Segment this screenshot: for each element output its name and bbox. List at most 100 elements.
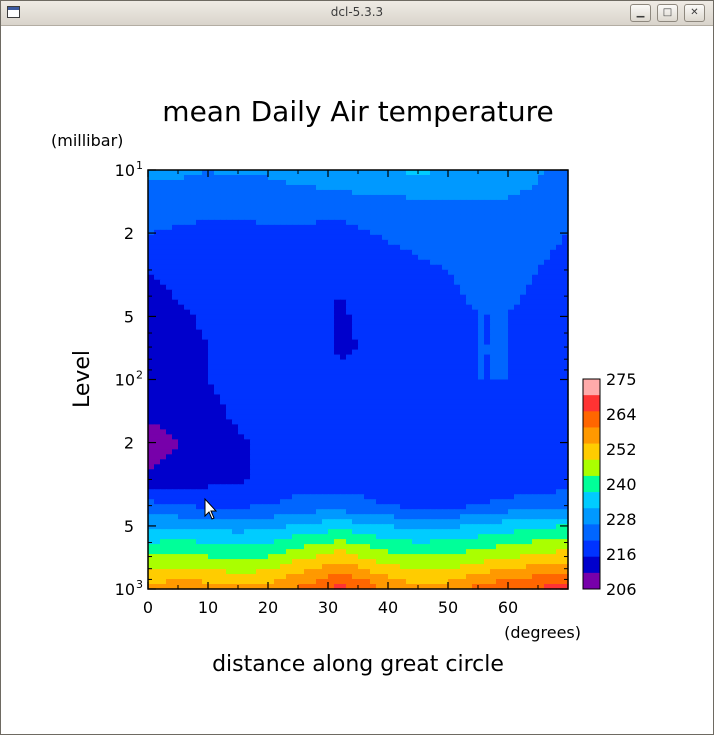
heatmap-cell xyxy=(376,274,383,281)
heatmap-cell xyxy=(550,279,557,286)
heatmap-cell xyxy=(166,269,173,276)
heatmap-cell xyxy=(496,514,503,520)
close-button[interactable]: ✕ xyxy=(684,4,705,22)
heatmap-cell xyxy=(394,219,401,226)
heatmap-cell xyxy=(316,279,323,286)
heatmap-cell xyxy=(190,364,197,371)
heatmap-cell xyxy=(148,484,155,490)
heatmap-cell xyxy=(190,439,197,445)
heatmap-cell xyxy=(340,334,347,341)
heatmap-cell xyxy=(448,459,455,465)
heatmap-cell xyxy=(442,194,449,201)
heatmap-cell xyxy=(376,299,383,306)
heatmap-cell xyxy=(316,244,323,251)
heatmap-cell xyxy=(538,364,545,371)
heatmap-cell xyxy=(292,274,299,281)
heatmap-cell xyxy=(334,499,341,505)
heatmap-cell xyxy=(478,449,485,455)
heatmap-cell xyxy=(532,204,539,211)
heatmap-cell xyxy=(232,259,239,266)
heatmap-cell xyxy=(496,314,503,321)
heatmap-cell xyxy=(454,394,461,401)
maximize-button[interactable]: □ xyxy=(657,4,678,22)
heatmap-cell xyxy=(460,434,467,440)
heatmap-cell xyxy=(172,439,179,445)
heatmap-cell xyxy=(382,469,389,475)
heatmap-cell xyxy=(346,284,353,291)
heatmap-cell xyxy=(346,359,353,366)
heatmap-cell xyxy=(448,359,455,366)
heatmap-cell xyxy=(364,394,371,401)
heatmap-cell xyxy=(370,389,377,396)
heatmap-cell xyxy=(478,204,485,211)
heatmap-cell xyxy=(520,284,527,291)
heatmap-cell xyxy=(262,494,269,500)
heatmap-cell xyxy=(562,234,569,241)
heatmap-cell xyxy=(172,269,179,276)
heatmap-cell xyxy=(406,214,413,221)
heatmap-cell xyxy=(286,219,293,226)
heatmap-cell xyxy=(376,189,383,196)
heatmap-cell xyxy=(442,294,449,301)
heatmap-cell xyxy=(286,234,293,241)
heatmap-cell xyxy=(298,349,305,356)
heatmap-cell xyxy=(328,184,335,191)
heatmap-cell xyxy=(298,219,305,226)
heatmap-cell xyxy=(226,449,233,455)
heatmap-cell xyxy=(562,329,569,336)
heatmap-cell xyxy=(292,454,299,460)
heatmap-cell xyxy=(526,459,533,465)
heatmap-cell xyxy=(154,344,161,351)
heatmap-cell xyxy=(346,489,353,495)
heatmap-cell xyxy=(466,249,473,256)
heatmap-cell xyxy=(172,374,179,381)
heatmap-cell xyxy=(154,439,161,445)
heatmap-cell xyxy=(316,234,323,241)
heatmap-cell xyxy=(334,409,341,416)
heatmap-cell xyxy=(466,269,473,276)
heatmap-cell xyxy=(520,299,527,306)
heatmap-cell xyxy=(472,314,479,321)
heatmap-cell xyxy=(226,414,233,421)
heatmap-cell xyxy=(262,359,269,366)
heatmap-cell xyxy=(346,204,353,211)
heatmap-cell xyxy=(196,374,203,381)
heatmap-cell xyxy=(220,424,227,430)
heatmap-cell xyxy=(328,289,335,296)
heatmap-cell xyxy=(400,204,407,211)
heatmap-cell xyxy=(280,224,287,231)
heatmap-cell xyxy=(454,429,461,435)
heatmap-cell xyxy=(328,384,335,391)
heatmap-cell xyxy=(292,329,299,336)
heatmap-cell xyxy=(166,244,173,251)
heatmap-cell xyxy=(172,279,179,286)
heatmap-cell xyxy=(244,304,251,311)
heatmap-cell xyxy=(280,184,287,191)
heatmap-cell xyxy=(532,304,539,311)
heatmap-cell xyxy=(340,204,347,211)
heatmap-cell xyxy=(448,474,455,480)
heatmap-cell xyxy=(238,239,245,246)
minimize-button[interactable]: ▁ xyxy=(630,4,651,22)
heatmap-cell xyxy=(358,234,365,241)
heatmap-cell xyxy=(238,284,245,291)
heatmap-cell xyxy=(418,504,425,510)
heatmap-cell xyxy=(550,324,557,331)
heatmap-cell xyxy=(184,259,191,266)
window-menu-icon[interactable] xyxy=(7,6,20,18)
heatmap-cell xyxy=(208,299,215,306)
heatmap-cell xyxy=(562,429,569,435)
heatmap-cell xyxy=(376,254,383,261)
heatmap-cell xyxy=(280,449,287,455)
heatmap-cell xyxy=(340,389,347,396)
heatmap-cell xyxy=(214,174,221,181)
heatmap-cell xyxy=(370,504,377,510)
title-bar[interactable]: dcl-5.3.3 ▁ □ ✕ xyxy=(1,1,713,26)
heatmap-cell xyxy=(466,504,473,510)
heatmap-cell xyxy=(232,170,239,176)
heatmap-cell xyxy=(436,354,443,361)
heatmap-cell xyxy=(214,329,221,336)
heatmap-cell xyxy=(214,324,221,331)
heatmap-cell xyxy=(436,174,443,181)
